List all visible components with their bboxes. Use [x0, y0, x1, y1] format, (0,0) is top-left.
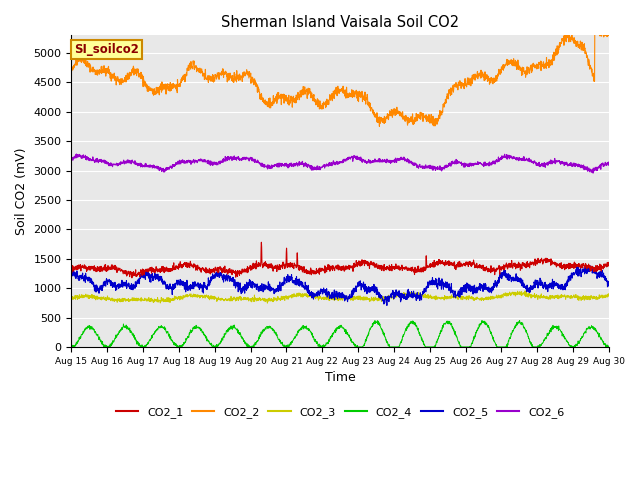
Text: SI_soilco2: SI_soilco2: [74, 43, 139, 56]
Y-axis label: Soil CO2 (mV): Soil CO2 (mV): [15, 147, 28, 235]
Title: Sherman Island Vaisala Soil CO2: Sherman Island Vaisala Soil CO2: [221, 15, 460, 30]
Legend: CO2_1, CO2_2, CO2_3, CO2_4, CO2_5, CO2_6: CO2_1, CO2_2, CO2_3, CO2_4, CO2_5, CO2_6: [111, 402, 569, 422]
X-axis label: Time: Time: [325, 371, 356, 384]
